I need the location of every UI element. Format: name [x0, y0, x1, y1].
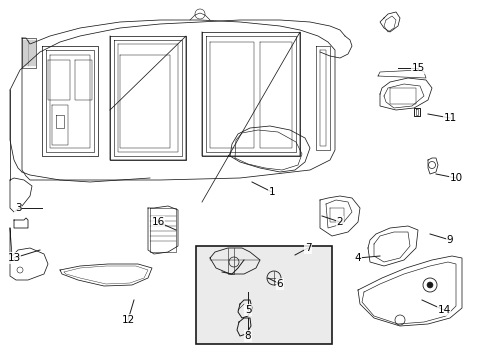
Text: 16: 16 [151, 217, 164, 227]
Text: 12: 12 [121, 315, 134, 325]
Text: 2: 2 [336, 217, 343, 227]
Text: 7: 7 [304, 243, 311, 253]
Text: 15: 15 [410, 63, 424, 73]
Circle shape [426, 282, 432, 288]
Text: 3: 3 [15, 203, 21, 213]
Text: 6: 6 [276, 279, 283, 289]
Text: 8: 8 [244, 331, 251, 341]
Text: 4: 4 [354, 253, 361, 263]
Text: 1: 1 [268, 187, 275, 197]
Text: 5: 5 [244, 305, 251, 315]
Text: 10: 10 [448, 173, 462, 183]
Text: 11: 11 [443, 113, 456, 123]
Text: 14: 14 [436, 305, 450, 315]
Text: 9: 9 [446, 235, 452, 245]
Bar [196, 246, 331, 344]
Text: 13: 13 [7, 253, 20, 263]
